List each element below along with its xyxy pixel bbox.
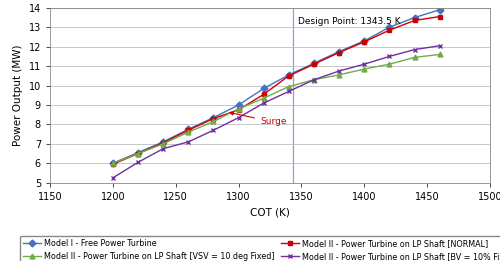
- Model II - Power Turbine on LP Shaft [VSV = 10 deg Fixed]: [110, 162, 116, 165]
- Model I - Free Power Turbine: [135, 151, 141, 154]
- X-axis label: COT (K): COT (K): [250, 207, 290, 217]
- Model II - Power Turbine on LP Shaft [BV = 10% Fixed]: [336, 69, 342, 73]
- Model II - Power Turbine on LP Shaft [NORMAL]: [186, 129, 192, 132]
- Model II - Power Turbine on LP Shaft [NORMAL]: [311, 63, 317, 66]
- Model I - Free Power Turbine: [436, 8, 442, 11]
- Model II - Power Turbine on LP Shaft [VSV = 10 deg Fixed]: [210, 120, 216, 123]
- Model II - Power Turbine on LP Shaft [BV = 10% Fixed]: [286, 90, 292, 93]
- Model II - Power Turbine on LP Shaft [NORMAL]: [436, 15, 442, 18]
- Model II - Power Turbine on LP Shaft [VSV = 10 deg Fixed]: [436, 53, 442, 56]
- Model I - Free Power Turbine: [160, 140, 166, 144]
- Model II - Power Turbine on LP Shaft [NORMAL]: [260, 93, 266, 96]
- Model II - Power Turbine on LP Shaft [NORMAL]: [135, 152, 141, 155]
- Model I - Free Power Turbine: [286, 73, 292, 76]
- Model II - Power Turbine on LP Shaft [NORMAL]: [286, 74, 292, 78]
- Model II - Power Turbine on LP Shaft [VSV = 10 deg Fixed]: [160, 142, 166, 145]
- Model II - Power Turbine on LP Shaft [VSV = 10 deg Fixed]: [260, 97, 266, 100]
- Model II - Power Turbine on LP Shaft [BV = 10% Fixed]: [110, 176, 116, 179]
- Model II - Power Turbine on LP Shaft [BV = 10% Fixed]: [362, 63, 368, 66]
- Line: Model I - Free Power Turbine: Model I - Free Power Turbine: [110, 7, 442, 166]
- Model II - Power Turbine on LP Shaft [BV = 10% Fixed]: [135, 161, 141, 164]
- Model II - Power Turbine on LP Shaft [BV = 10% Fixed]: [210, 129, 216, 132]
- Text: Surge: Surge: [230, 112, 286, 126]
- Model II - Power Turbine on LP Shaft [BV = 10% Fixed]: [412, 48, 418, 51]
- Model II - Power Turbine on LP Shaft [BV = 10% Fixed]: [436, 44, 442, 47]
- Model II - Power Turbine on LP Shaft [NORMAL]: [110, 163, 116, 166]
- Model II - Power Turbine on LP Shaft [BV = 10% Fixed]: [260, 102, 266, 105]
- Model II - Power Turbine on LP Shaft [VSV = 10 deg Fixed]: [412, 56, 418, 59]
- Y-axis label: Power Output (MW): Power Output (MW): [13, 45, 23, 146]
- Model II - Power Turbine on LP Shaft [NORMAL]: [210, 117, 216, 120]
- Line: Model II - Power Turbine on LP Shaft [BV = 10% Fixed]: Model II - Power Turbine on LP Shaft [BV…: [110, 43, 442, 180]
- Legend: Model I - Free Power Turbine, Model II - Power Turbine on LP Shaft [VSV = 10 deg: Model I - Free Power Turbine, Model II -…: [20, 236, 500, 261]
- Model II - Power Turbine on LP Shaft [VSV = 10 deg Fixed]: [311, 78, 317, 81]
- Model II - Power Turbine on LP Shaft [VSV = 10 deg Fixed]: [186, 130, 192, 134]
- Model II - Power Turbine on LP Shaft [VSV = 10 deg Fixed]: [386, 63, 392, 66]
- Model II - Power Turbine on LP Shaft [NORMAL]: [362, 40, 368, 43]
- Model II - Power Turbine on LP Shaft [VSV = 10 deg Fixed]: [362, 68, 368, 71]
- Model I - Free Power Turbine: [311, 62, 317, 65]
- Model II - Power Turbine on LP Shaft [NORMAL]: [412, 19, 418, 22]
- Model II - Power Turbine on LP Shaft [NORMAL]: [236, 108, 242, 111]
- Model I - Free Power Turbine: [210, 116, 216, 119]
- Model I - Free Power Turbine: [110, 162, 116, 165]
- Model II - Power Turbine on LP Shaft [NORMAL]: [386, 29, 392, 32]
- Model I - Free Power Turbine: [336, 50, 342, 53]
- Model II - Power Turbine on LP Shaft [VSV = 10 deg Fixed]: [236, 107, 242, 110]
- Model I - Free Power Turbine: [186, 128, 192, 131]
- Model I - Free Power Turbine: [412, 16, 418, 19]
- Text: Design Point: 1343.5 K: Design Point: 1343.5 K: [298, 17, 401, 26]
- Model I - Free Power Turbine: [386, 26, 392, 29]
- Model I - Free Power Turbine: [362, 39, 368, 43]
- Model II - Power Turbine on LP Shaft [VSV = 10 deg Fixed]: [336, 73, 342, 76]
- Line: Model II - Power Turbine on LP Shaft [NORMAL]: Model II - Power Turbine on LP Shaft [NO…: [110, 14, 442, 167]
- Model II - Power Turbine on LP Shaft [VSV = 10 deg Fixed]: [135, 152, 141, 155]
- Model II - Power Turbine on LP Shaft [BV = 10% Fixed]: [236, 116, 242, 119]
- Model II - Power Turbine on LP Shaft [BV = 10% Fixed]: [386, 55, 392, 58]
- Model II - Power Turbine on LP Shaft [BV = 10% Fixed]: [186, 140, 192, 144]
- Model I - Free Power Turbine: [236, 103, 242, 106]
- Model II - Power Turbine on LP Shaft [BV = 10% Fixed]: [160, 147, 166, 150]
- Line: Model II - Power Turbine on LP Shaft [VSV = 10 deg Fixed]: Model II - Power Turbine on LP Shaft [VS…: [110, 52, 442, 166]
- Model II - Power Turbine on LP Shaft [NORMAL]: [160, 141, 166, 144]
- Model II - Power Turbine on LP Shaft [VSV = 10 deg Fixed]: [286, 85, 292, 88]
- Model II - Power Turbine on LP Shaft [NORMAL]: [336, 51, 342, 54]
- Model II - Power Turbine on LP Shaft [BV = 10% Fixed]: [311, 78, 317, 81]
- Model I - Free Power Turbine: [260, 87, 266, 90]
